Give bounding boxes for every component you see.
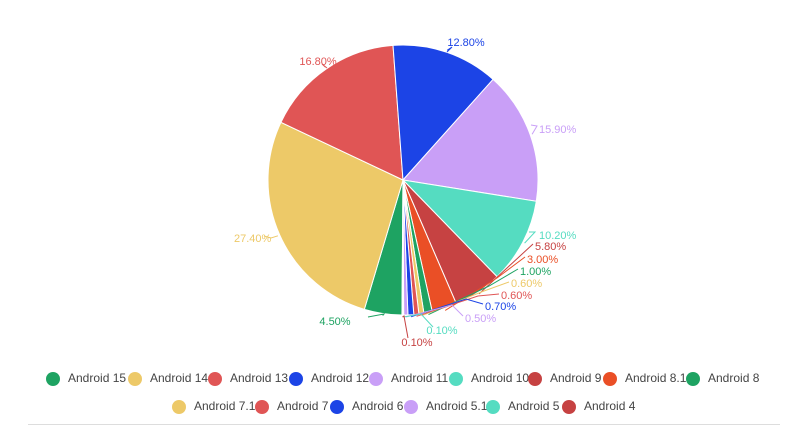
legend-label: Android 8.1 — [625, 371, 687, 385]
legend-marker — [686, 372, 700, 386]
legend-item-android-11[interactable]: Android 11 — [369, 371, 448, 386]
legend: Android 15 Android 14 Android 13 Android 12… — [46, 371, 760, 414]
legend-label: Android 6 — [352, 399, 404, 413]
legend-label: Android 5.1 — [426, 399, 488, 413]
data-label-android-8: 1.00% — [520, 266, 551, 278]
legend-marker — [528, 372, 542, 386]
legend-item-android-5-1[interactable]: Android 5.1 — [404, 399, 488, 414]
data-label-android-9: 5.80% — [535, 241, 566, 253]
legend-item-android-8-1[interactable]: Android 8.1 — [603, 371, 687, 386]
data-label-leader-line — [321, 63, 328, 69]
data-label-leader-line — [405, 304, 464, 318]
legend-item-android-10[interactable]: Android 10 — [449, 371, 529, 386]
data-label-leader-line — [402, 315, 409, 339]
data-label-android-15: 4.50% — [319, 316, 350, 328]
data-label-leader-line — [530, 124, 538, 135]
data-label-android-12: 12.80% — [447, 37, 485, 49]
data-label-android-7-1: 0.60% — [511, 278, 542, 290]
legend-marker — [486, 400, 500, 414]
legend-marker — [449, 372, 463, 386]
data-label-android-14: 27.40% — [234, 233, 272, 245]
legend-marker — [404, 400, 418, 414]
pie-slice-android-13[interactable] — [280, 44, 404, 181]
data-label-leader-line — [367, 313, 386, 318]
data-label-android-5-1: 0.50% — [465, 313, 496, 325]
legend-marker — [128, 372, 142, 386]
legend-label: Android 9 — [550, 371, 602, 385]
legend-marker — [289, 372, 303, 386]
legend-label: Android 7 — [277, 399, 329, 413]
data-label-android-13: 16.80% — [299, 56, 337, 68]
legend-label: Android 5 — [508, 399, 560, 413]
data-label-leader-line — [478, 243, 534, 295]
legend-item-android-15[interactable]: Android 15 — [46, 371, 126, 386]
pie-data-labels: 4.50% 27.40% 16.80% 12.80% 15.90% 10.20%5.80%… — [234, 37, 577, 349]
pie-slice-android-14[interactable] — [267, 121, 404, 310]
legend-marker — [562, 400, 576, 414]
legend-item-android-8[interactable]: Android 8 — [686, 371, 760, 386]
data-label-leader-line — [403, 313, 434, 328]
legend-label: Android 4 — [584, 399, 636, 413]
legend-label: Android 8 — [708, 371, 760, 385]
legend-item-android-7[interactable]: Android 7 — [255, 399, 329, 414]
data-label-android-6: 0.70% — [485, 301, 516, 313]
legend-marker — [46, 372, 60, 386]
legend-label: Android 15 — [68, 371, 126, 385]
data-label-android-8-1: 3.00% — [527, 254, 558, 266]
legend-item-android-13[interactable]: Android 13 — [208, 371, 288, 386]
legend-item-android-5[interactable]: Android 5 — [486, 399, 560, 414]
data-label-android-10: 10.20% — [539, 230, 577, 242]
legend-marker — [172, 400, 186, 414]
legend-label: Android 12 — [311, 371, 369, 385]
data-label-android-7: 0.60% — [501, 290, 532, 302]
legend-label: Android 14 — [150, 371, 208, 385]
data-label-android-11: 15.90% — [539, 124, 577, 136]
legend-item-android-4[interactable]: Android 4 — [562, 399, 636, 414]
data-label-leader-line — [446, 46, 453, 53]
data-label-android-4: 0.10% — [401, 337, 432, 349]
legend-label: Android 13 — [230, 371, 288, 385]
legend-item-android-14[interactable]: Android 14 — [128, 371, 208, 386]
data-label-android-5: 0.10% — [426, 325, 457, 337]
legend-item-android-12[interactable]: Android 12 — [289, 371, 369, 386]
pie-slice-android-12[interactable] — [392, 44, 494, 182]
data-label-leader-line — [263, 235, 279, 239]
legend-item-android-6[interactable]: Android 6 — [330, 399, 404, 414]
legend-marker — [208, 372, 222, 386]
legend-label: Android 7.1 — [194, 399, 256, 413]
bottom-divider — [28, 424, 780, 425]
legend-marker — [330, 400, 344, 414]
legend-label: Android 10 — [471, 371, 529, 385]
legend-item-android-9[interactable]: Android 9 — [528, 371, 602, 386]
pie-slice-android-11[interactable] — [402, 78, 539, 202]
data-label-leader-line — [524, 231, 537, 244]
legend-label: Android 11 — [391, 371, 448, 385]
data-label-leader-line — [416, 293, 500, 317]
legend-item-android-7-1[interactable]: Android 7.1 — [172, 399, 256, 414]
legend-marker — [603, 372, 617, 386]
legend-marker — [255, 400, 269, 414]
pie-slices — [267, 44, 539, 316]
pie-slice-android-4[interactable] — [401, 179, 404, 316]
legend-marker — [369, 372, 383, 386]
